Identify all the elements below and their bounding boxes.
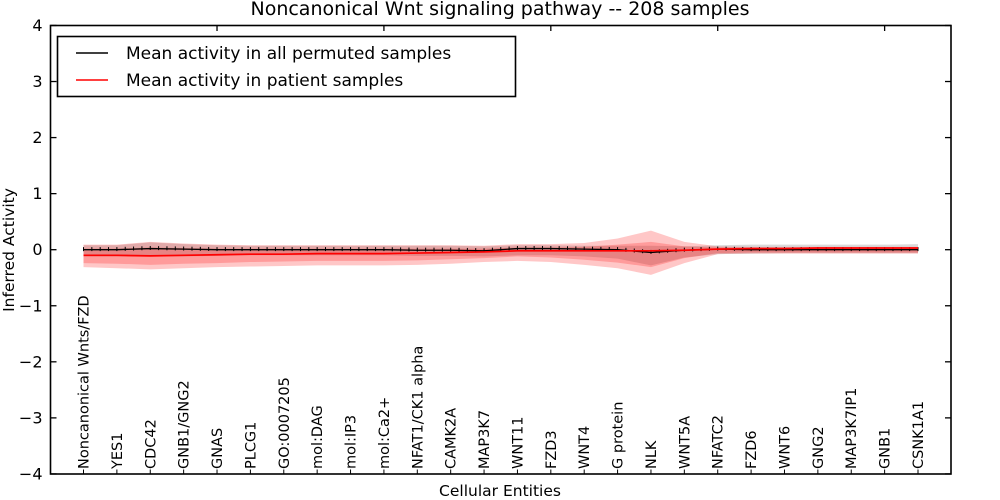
x-tick-label: WNT5A xyxy=(677,416,693,469)
series-line-patient xyxy=(83,247,918,257)
legend-label-patient: Mean activity in patient samples xyxy=(126,71,403,91)
y-tick-label: −2 xyxy=(19,352,43,371)
y-tick-label: 3 xyxy=(32,72,42,91)
x-tick-label: mol:Ca2+ xyxy=(377,397,393,469)
x-tick-labels: Noncanonical Wnts/FZD YES1 CDC42 GNB1/GNG2 G… xyxy=(77,295,928,470)
series-lines xyxy=(83,245,919,257)
x-tick-label: NLK xyxy=(644,440,660,469)
x-tick-label: CAMK2A xyxy=(444,408,460,469)
legend-box xyxy=(56,35,517,98)
y-tick-label: 2 xyxy=(32,128,42,147)
x-tick-label: NFAT1/CK1 alpha xyxy=(410,346,426,469)
x-tick-label: CDC42 xyxy=(143,419,159,469)
y-tick-label: 1 xyxy=(32,184,42,203)
x-tick-label: YES1 xyxy=(110,433,126,470)
axis-ticks xyxy=(50,24,951,475)
legend-label-permuted: Mean activity in all permuted samples xyxy=(126,44,451,64)
x-tick-label: FZD6 xyxy=(744,430,760,469)
x-tick-label: GNG2 xyxy=(811,426,827,469)
legend: Mean activity in all permuted samples Me… xyxy=(56,35,517,98)
x-tick-label: WNT11 xyxy=(510,417,526,470)
x-tick-label: mol:IP3 xyxy=(344,415,360,469)
x-tick-label: NFATC2 xyxy=(711,415,727,469)
x-tick-label: GNAS xyxy=(210,428,226,469)
x-tick-label: G protein xyxy=(611,402,627,469)
chart-title: Noncanonical Wnt signaling pathway -- 20… xyxy=(250,0,749,20)
x-tick-label: MAP3K7IP1 xyxy=(844,388,860,469)
x-tick-label: mol:DAG xyxy=(310,405,326,469)
y-tick-label: −1 xyxy=(19,296,43,315)
uncertainty-bands xyxy=(83,230,918,275)
y-tick-label: −3 xyxy=(19,408,43,427)
x-tick-label: Noncanonical Wnts/FZD xyxy=(77,295,93,469)
x-tick-label: GNB1 xyxy=(878,428,894,469)
x-tick-label: MAP3K7 xyxy=(477,410,493,469)
y-axis-label: Inferred Activity xyxy=(0,188,18,312)
x-tick-label: WNT6 xyxy=(777,426,793,469)
y-tick-label: −4 xyxy=(19,464,43,483)
y-tick-label: 0 xyxy=(32,240,42,259)
x-tick-label: CSNK1A1 xyxy=(911,401,927,469)
x-tick-label: GNB1/GNG2 xyxy=(177,380,193,469)
y-tick-labels: 4 3 2 1 0 −1 −2 −3 −4 xyxy=(19,16,43,483)
x-tick-label: WNT4 xyxy=(577,426,593,469)
x-tick-label: GO:0007205 xyxy=(277,377,293,469)
patient-std-outer-band xyxy=(83,230,918,275)
permuted-line-markers xyxy=(83,245,919,254)
x-axis-label: Cellular Entities xyxy=(439,482,561,500)
x-tick-label: FZD3 xyxy=(544,430,560,469)
x-tick-label: PLCG1 xyxy=(243,422,259,469)
y-tick-label: 4 xyxy=(32,16,42,35)
